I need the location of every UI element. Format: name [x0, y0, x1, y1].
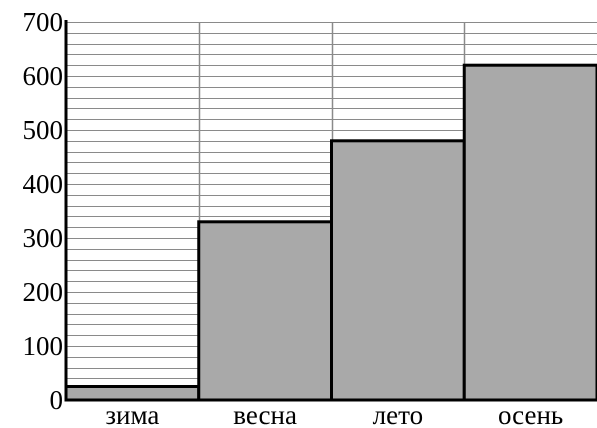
- bar-зима: [64, 385, 201, 402]
- y-tick-label: 400: [23, 169, 64, 199]
- x-category-label: весна: [233, 400, 297, 428]
- bars: [64, 63, 597, 402]
- y-tick-label: 100: [23, 331, 64, 361]
- y-tick-label: 0: [50, 385, 64, 415]
- y-tick-labels: 0 100 200 300 400 500 600 700: [23, 7, 64, 415]
- y-tick-label: 200: [23, 277, 64, 307]
- y-tick-label: 600: [23, 61, 64, 91]
- bar-весна: [197, 220, 333, 402]
- x-category-label: зима: [105, 400, 159, 428]
- x-category-label: лето: [373, 400, 423, 428]
- y-tick-label: 300: [23, 223, 64, 253]
- x-category-label: осень: [498, 400, 563, 428]
- axes: [64, 20, 597, 402]
- bar-осень: [462, 63, 597, 402]
- bar-лето: [330, 139, 466, 402]
- y-tick-label: 500: [23, 115, 64, 145]
- x-category-labels: зима весна лето осень: [105, 400, 563, 428]
- y-tick-label: 700: [23, 7, 64, 37]
